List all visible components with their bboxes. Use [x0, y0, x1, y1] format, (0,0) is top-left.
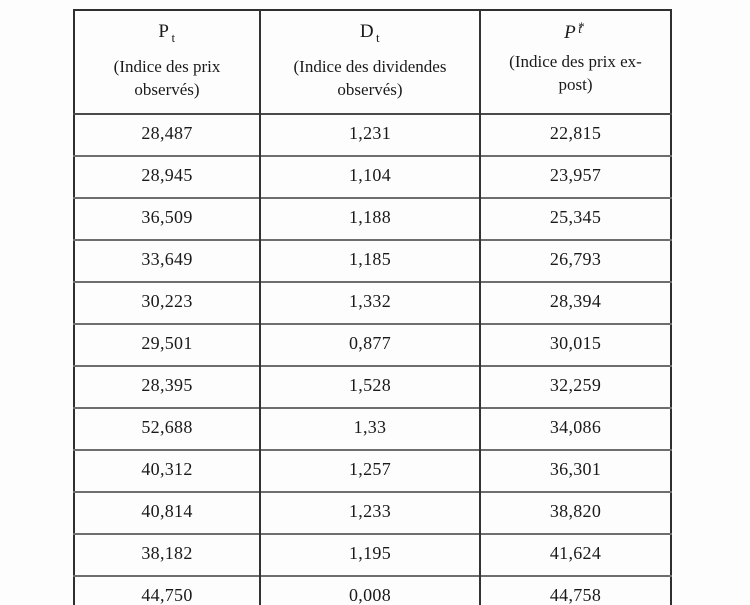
symbol-pt-star: P * t	[564, 18, 586, 43]
table-row: 40,312 1,257 36,301	[74, 449, 671, 492]
table-cell: 25,345	[479, 197, 671, 240]
col-header-expost-price: P * t (Indice des prix ex-post)	[479, 10, 671, 114]
table-cell: 44,758	[479, 575, 671, 605]
table-cell: 40,814	[74, 491, 260, 534]
table-cell: 1,195	[259, 533, 480, 576]
table-cell: 36,509	[74, 197, 260, 240]
table-cell: 1,188	[259, 197, 480, 240]
table-cell: 38,820	[479, 491, 671, 534]
table-cell: 1,231	[259, 113, 480, 156]
table-cell: 36,301	[479, 449, 671, 492]
col-desc-observed-dividends: (Indice des dividendes observés)	[293, 56, 447, 99]
table-row: 33,649 1,185 26,793	[74, 239, 671, 282]
table-cell: 1,33	[259, 407, 480, 450]
table-cell: 32,259	[479, 365, 671, 408]
table-row: 40,814 1,233 38,820	[74, 491, 671, 534]
table-cell: 28,945	[74, 155, 260, 198]
table-cell: 33,649	[74, 239, 260, 282]
table-cell: 1,257	[259, 449, 480, 492]
table-cell: 1,104	[259, 155, 480, 198]
table-cell: 34,086	[479, 407, 671, 450]
table-cell: 52,688	[74, 407, 260, 450]
table-row: 52,688 1,33 34,086	[74, 407, 671, 450]
table-row: 30,223 1,332 28,394	[74, 281, 671, 324]
col-desc-expost-price: (Indice des prix ex-post)	[509, 52, 642, 94]
table-cell: 1,528	[259, 365, 480, 408]
table-row: 28,945 1,104 23,957	[74, 155, 671, 198]
table-cell: 29,501	[74, 323, 260, 366]
col-desc-observed-price: (Indice des prix observés)	[113, 56, 221, 99]
table-cell: 30,223	[74, 281, 260, 324]
table-cell: 28,487	[74, 113, 260, 156]
table-cell: 1,185	[259, 239, 480, 282]
table-cell: 28,394	[479, 281, 671, 324]
table-row: 28,395 1,528 32,259	[74, 365, 671, 408]
table-cell: 0,008	[259, 575, 480, 605]
table-cell: 1,332	[259, 281, 480, 324]
table-row: 44,750 0,008 44,758	[74, 575, 671, 605]
table-cell: 22,815	[479, 113, 671, 156]
table-cell: 28,395	[74, 365, 260, 408]
table-cell: 0,877	[259, 323, 480, 366]
table-body: 28,487 1,231 22,815 28,945 1,104 23,957 …	[74, 113, 671, 605]
table-cell: 41,624	[479, 533, 671, 576]
table-row: 28,487 1,231 22,815	[74, 113, 671, 156]
table-row: 36,509 1,188 25,345	[74, 197, 671, 240]
table-row: 29,501 0,877 30,015	[74, 323, 671, 366]
table-row: 38,182 1,195 41,624	[74, 533, 671, 576]
table-cell: 23,957	[479, 155, 671, 198]
table-cell: 1,233	[259, 491, 480, 534]
table-cell: 40,312	[74, 449, 260, 492]
table-cell: 30,015	[479, 323, 671, 366]
table-cell: 44,750	[74, 575, 260, 605]
table-cell: 38,182	[74, 533, 260, 576]
table-cell: 26,793	[479, 239, 671, 282]
